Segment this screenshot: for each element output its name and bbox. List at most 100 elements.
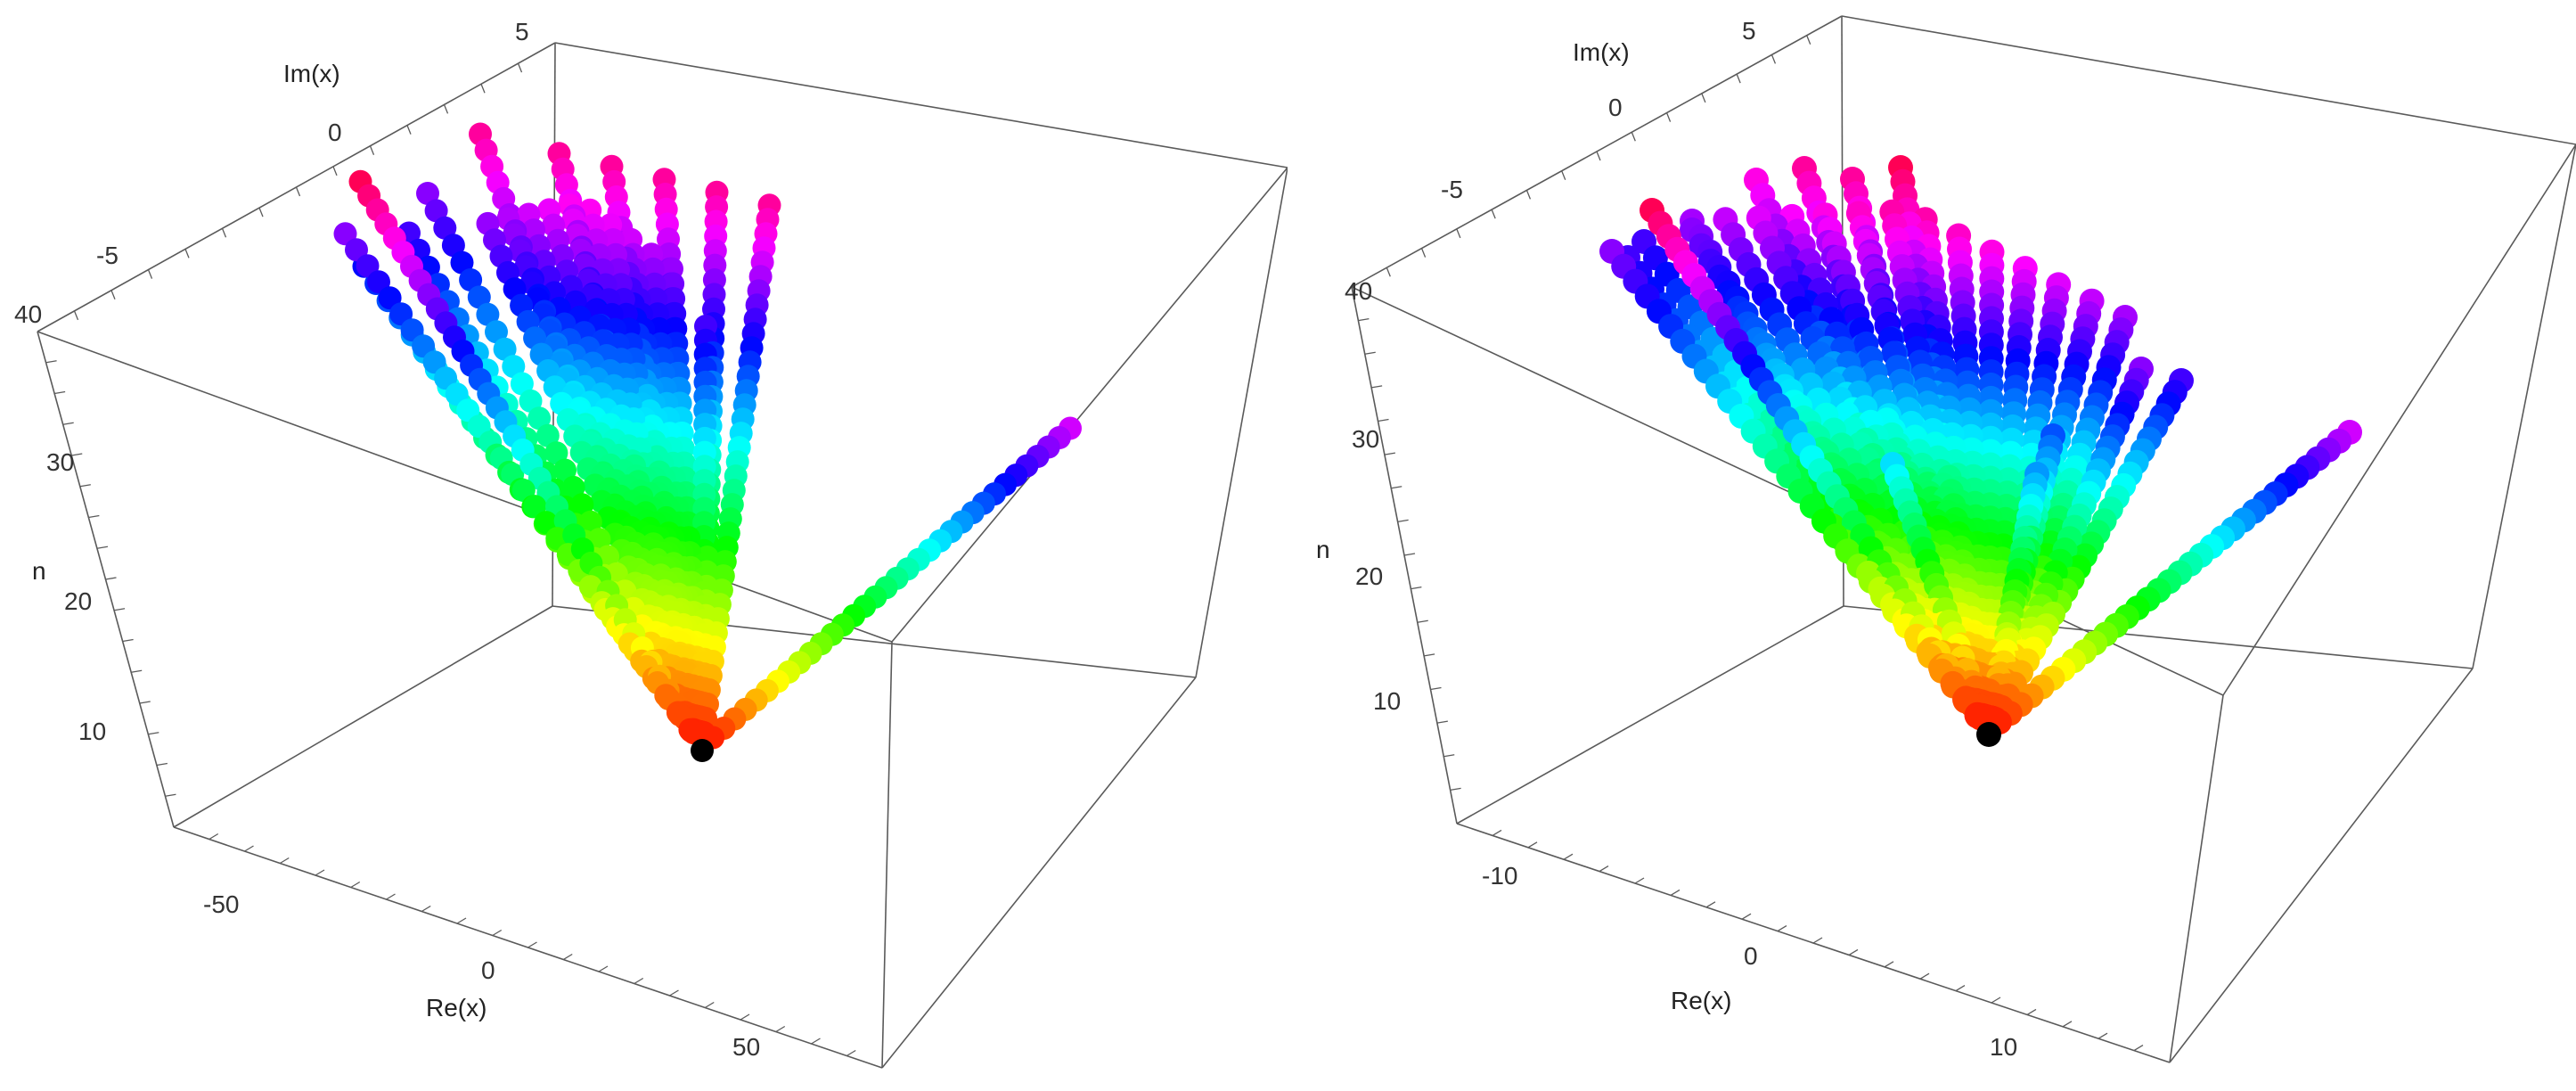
axes-labels: Im(x) n Re(x) 5 0 -5 40 30 20 10 -50 0 5… [14, 18, 760, 1061]
z-tick [122, 638, 134, 643]
z-tick-label: 20 [64, 587, 92, 615]
z-tick [131, 669, 143, 673]
z-axis-label: n [32, 557, 46, 585]
y-tick [110, 290, 116, 299]
x-tick [562, 953, 573, 961]
y-tick [184, 249, 190, 258]
y-tick-label: -5 [96, 242, 119, 269]
z-tick [113, 608, 126, 611]
x-tick [1777, 925, 1787, 932]
x-tick [527, 941, 537, 948]
box-edge [1841, 15, 2576, 145]
y-tick-label: 5 [1742, 17, 1756, 45]
x-tick-label: -10 [1482, 862, 1517, 890]
x-tick [1492, 829, 1502, 836]
z-tick-label: 40 [14, 300, 42, 328]
x-tick [2133, 1045, 2144, 1052]
z-tick [1403, 553, 1416, 556]
box-edge [881, 677, 1197, 1069]
z-tick [1443, 754, 1455, 758]
z-tick [79, 484, 91, 488]
box-edge [2169, 694, 2224, 1063]
data-point [450, 250, 474, 275]
box-edge [881, 641, 893, 1069]
z-axis-label: n [1316, 536, 1330, 563]
y-tick [1665, 112, 1672, 122]
y-tick [1386, 267, 1391, 277]
z-tick-label: 20 [1355, 562, 1383, 590]
x-axis-label: Re(x) [1671, 987, 1731, 1014]
z-tick [1450, 787, 1461, 792]
data-point [553, 458, 577, 482]
x-tick [704, 1001, 715, 1009]
data-point [561, 475, 585, 499]
y-tick [517, 62, 523, 73]
x-tick [2098, 1032, 2108, 1039]
y-tick [480, 84, 486, 94]
x-tick [350, 881, 361, 889]
y-tick [1456, 228, 1461, 239]
x-tick [456, 917, 467, 924]
data-point [502, 355, 526, 379]
data-point [459, 268, 483, 291]
x-tick [244, 845, 254, 852]
box-edge [1456, 605, 1844, 824]
z-tick-label: 30 [46, 448, 74, 476]
data-point [433, 216, 457, 240]
x-tick [811, 1038, 821, 1045]
z-tick [1397, 519, 1409, 523]
z-tick [45, 360, 57, 364]
x-tick-label: 50 [732, 1033, 760, 1061]
x-axis-label: Re(x) [426, 994, 487, 1021]
z-tick [1358, 317, 1370, 322]
y-tick [221, 228, 227, 238]
x-tick [1741, 913, 1752, 920]
z-tick [1411, 586, 1422, 590]
x-tick-label: 0 [481, 956, 495, 984]
z-tick [62, 422, 74, 425]
x-tick [1991, 997, 2001, 1004]
x-tick [1884, 961, 1894, 968]
data-point [441, 234, 465, 258]
y-tick [332, 166, 338, 176]
y-tick [1631, 132, 1636, 142]
box-edge [173, 605, 553, 828]
x-tick [386, 893, 396, 900]
y-tick [369, 145, 375, 155]
data-point [682, 721, 706, 745]
box-edge [37, 331, 893, 643]
x-tick [1919, 972, 1930, 980]
x-tick [1955, 985, 1966, 992]
plot-left: Im(x) n Re(x) 5 0 -5 40 30 20 10 -50 0 5… [14, 18, 1288, 1069]
plot-right-svg: Im(x) n Re(x) 5 0 -5 40 30 20 10 -10 0 1… [1316, 15, 2576, 1063]
data-point [527, 406, 552, 431]
data-point [578, 575, 602, 599]
z-tick-label: 10 [78, 718, 106, 745]
x-tick [421, 905, 431, 913]
data-point [476, 302, 500, 326]
plot-left-svg: Im(x) n Re(x) 5 0 -5 40 30 20 10 -50 0 5… [14, 18, 1288, 1069]
z-tick [54, 390, 66, 395]
y-tick [1806, 35, 1811, 45]
x-tick [315, 869, 325, 876]
y-tick [1561, 170, 1566, 180]
data-point [544, 441, 568, 465]
x-tick [846, 1049, 856, 1057]
data-point [416, 182, 439, 205]
box-edge [554, 42, 1288, 168]
y-axis-label: Im(x) [1573, 38, 1630, 66]
y-tick [443, 104, 449, 114]
x-tick [2062, 1021, 2073, 1028]
data-point [467, 285, 491, 309]
y-tick-label: 0 [328, 119, 342, 146]
x-tick [775, 1025, 786, 1033]
x-tick [1527, 841, 1538, 849]
y-tick [147, 269, 153, 279]
box-edge [1195, 167, 1288, 678]
start-point [691, 739, 714, 762]
y-tick [1525, 190, 1532, 200]
trajectory-points [1599, 155, 2362, 747]
data-point [519, 389, 543, 413]
z-tick-label: 40 [1345, 277, 1372, 305]
x-tick [669, 989, 679, 997]
